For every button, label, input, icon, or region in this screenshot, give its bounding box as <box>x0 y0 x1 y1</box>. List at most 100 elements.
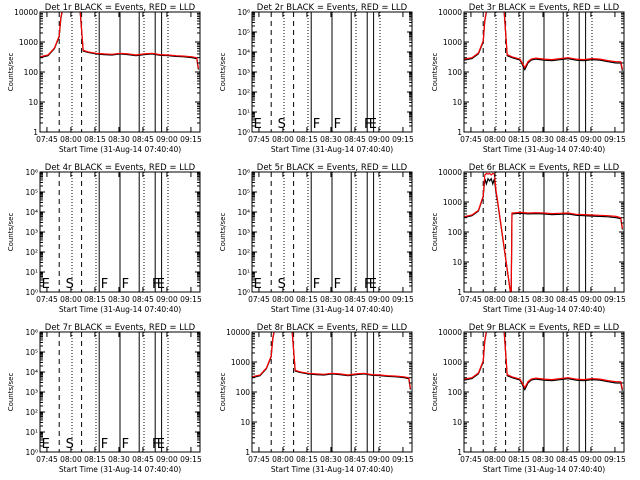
x-tick-label: 08:45 <box>344 455 366 464</box>
x-tick-label: 07:45 <box>248 295 270 304</box>
x-tick-label: 09:00 <box>368 295 390 304</box>
y-tick-label: 10000 <box>226 328 250 337</box>
segment-letter: S <box>66 277 74 292</box>
x-tick-label: 08:45 <box>344 135 366 144</box>
y-tick-label: 10² <box>25 408 38 417</box>
x-axis-label: Start Time (31-Aug-14 07:40:40) <box>59 465 181 474</box>
x-tick-label: 09:00 <box>580 135 602 144</box>
x-tick-label: 08:00 <box>60 455 82 464</box>
series-line-lld <box>464 12 623 70</box>
x-axis-label: Start Time (31-Aug-14 07:40:40) <box>483 145 605 154</box>
y-axis-label: Counts/sec <box>431 213 439 252</box>
x-tick-label: 08:15 <box>296 295 318 304</box>
segment-letter: F <box>334 117 341 132</box>
segment-letter: E <box>157 277 165 292</box>
y-tick-label: 10³ <box>237 68 250 77</box>
y-tick-label: 100 <box>448 388 463 397</box>
series-line-events <box>464 177 623 292</box>
y-tick-label: 10³ <box>25 228 38 237</box>
x-tick-label: 08:30 <box>320 295 342 304</box>
series-group <box>464 332 623 391</box>
x-tick-label: 07:45 <box>460 295 482 304</box>
segment-letter: E <box>254 117 262 132</box>
x-tick-label: 09:15 <box>604 135 626 144</box>
y-tick-label: 1000 <box>231 358 250 367</box>
panel-title: Det 3r BLACK = Events, RED = LLD <box>469 3 620 13</box>
y-tick-label: 10⁴ <box>237 208 250 217</box>
series-line-lld <box>464 332 623 390</box>
segment-letter: F <box>101 277 108 292</box>
series-group <box>252 332 411 390</box>
x-tick-label: 08:45 <box>556 135 578 144</box>
y-tick-label: 1 <box>33 128 38 137</box>
segment-letter: F <box>364 117 371 132</box>
panel-title: Det 7r BLACK = Events, RED = LLD <box>45 323 196 333</box>
x-tick-label: 08:15 <box>84 295 106 304</box>
y-tick-label: 1000 <box>443 198 462 207</box>
x-axis-label: Start Time (31-Aug-14 07:40:40) <box>483 465 605 474</box>
y-axis-label: Counts/sec <box>7 213 15 252</box>
x-tick-label: 09:15 <box>180 295 202 304</box>
x-tick-label: 07:45 <box>460 135 482 144</box>
y-tick-label: 1000 <box>443 38 462 47</box>
y-tick-label: 1000 <box>443 358 462 367</box>
y-tick-label: 10 <box>240 418 250 427</box>
x-tick-label: 08:30 <box>320 455 342 464</box>
x-axis-label: Start Time (31-Aug-14 07:40:40) <box>59 305 181 314</box>
segment-letter: E <box>157 437 165 452</box>
segment-letter: E <box>369 117 377 132</box>
x-tick-label: 08:30 <box>532 295 554 304</box>
panel-title: Det 4r BLACK = Events, RED = LLD <box>45 163 196 173</box>
y-tick-label: 10¹ <box>237 268 250 277</box>
panel-title: Det 9r BLACK = Events, RED = LLD <box>469 323 620 333</box>
y-tick-label: 10⁵ <box>237 188 250 197</box>
y-tick-label: 10⁴ <box>25 368 38 377</box>
y-tick-label: 100 <box>448 228 463 237</box>
y-tick-label: 10000 <box>438 328 462 337</box>
y-tick-label: 100 <box>236 388 251 397</box>
x-tick-label: 08:00 <box>272 135 294 144</box>
panel-title: Det 8r BLACK = Events, RED = LLD <box>257 323 408 333</box>
y-tick-label: 10⁴ <box>237 48 250 57</box>
x-tick-label: 08:15 <box>508 135 530 144</box>
x-axis-label: Start Time (31-Aug-14 07:40:40) <box>271 145 393 154</box>
x-axis-label: Start Time (31-Aug-14 07:40:40) <box>271 305 393 314</box>
y-tick-label: 10⁰ <box>25 288 38 297</box>
y-tick-label: 10⁰ <box>25 448 38 457</box>
y-tick-label: 10 <box>28 98 38 107</box>
x-tick-label: 08:15 <box>508 295 530 304</box>
panel-det-8: 1 10 100 1000 10000 07:45 08:00 08:15 08:30 08:45… <box>219 323 414 474</box>
panel-title: Det 5r BLACK = Events, RED = LLD <box>257 163 408 173</box>
x-tick-label: 08:30 <box>108 455 130 464</box>
segment-letter: F <box>313 117 320 132</box>
y-tick-label: 1 <box>245 448 250 457</box>
panel-det-6: 1 10 100 1000 10000 07:45 08:00 08:15 08:30 08:45… <box>431 163 626 314</box>
x-tick-label: 07:45 <box>36 135 58 144</box>
x-tick-label: 07:45 <box>36 295 58 304</box>
x-tick-label: 08:45 <box>556 295 578 304</box>
x-tick-label: 08:00 <box>484 135 506 144</box>
panel-det-1: 1 10 100 1000 10000 07:45 08:00 08:15 08:30 08:45… <box>7 3 202 154</box>
x-tick-label: 07:45 <box>248 135 270 144</box>
y-tick-label: 1 <box>457 288 462 297</box>
series-line-lld <box>40 12 199 69</box>
y-tick-label: 100 <box>448 68 463 77</box>
x-tick-label: 08:45 <box>556 455 578 464</box>
y-axis-label: Counts/sec <box>431 373 439 412</box>
x-axis-label: Start Time (31-Aug-14 07:40:40) <box>483 305 605 314</box>
x-tick-label: 07:45 <box>248 455 270 464</box>
x-tick-label: 09:15 <box>604 455 626 464</box>
x-tick-label: 09:00 <box>156 295 178 304</box>
y-tick-label: 1 <box>457 448 462 457</box>
y-tick-label: 10³ <box>237 228 250 237</box>
segment-letter: S <box>66 437 74 452</box>
x-tick-label: 09:00 <box>156 455 178 464</box>
segment-letter: F <box>334 277 341 292</box>
segment-letter: F <box>101 437 108 452</box>
panel-det-9: 1 10 100 1000 10000 07:45 08:00 08:15 08:30 08:45… <box>431 323 626 474</box>
x-tick-label: 08:15 <box>84 135 106 144</box>
y-tick-label: 10000 <box>14 8 38 17</box>
x-tick-label: 08:15 <box>296 135 318 144</box>
x-tick-label: 08:00 <box>484 455 506 464</box>
